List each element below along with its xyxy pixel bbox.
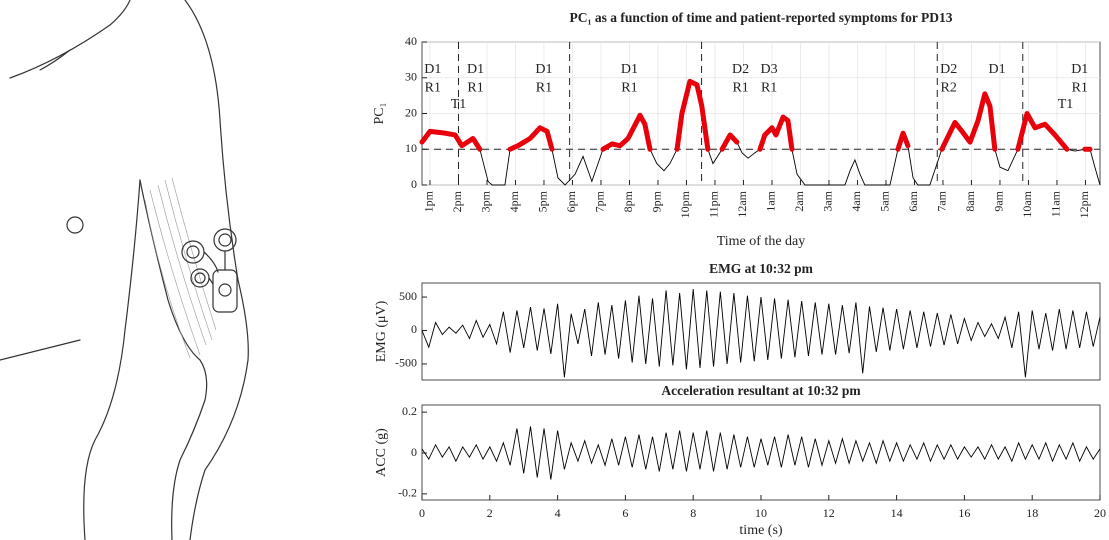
annotation: R1 bbox=[467, 80, 483, 95]
x-tick-label: 11am bbox=[1049, 190, 1063, 217]
y-tick-label: 500 bbox=[399, 289, 417, 303]
annotation: D3 bbox=[761, 62, 778, 77]
x-tick-label: 6 bbox=[622, 506, 628, 520]
annotation: D1 bbox=[535, 62, 552, 77]
x-tick-label: 2am bbox=[792, 190, 806, 211]
annotation: D1 bbox=[467, 62, 484, 77]
annotation: R1 bbox=[621, 80, 637, 95]
x-tick-label: 10am bbox=[1020, 190, 1034, 217]
annotation: R1 bbox=[536, 80, 552, 95]
x-tick-label: 9pm bbox=[650, 190, 664, 212]
muscle-lines bbox=[144, 177, 217, 359]
annotation: D2 bbox=[732, 62, 749, 77]
x-tick-label: 2pm bbox=[450, 190, 464, 212]
x-tick-label: 14 bbox=[891, 506, 903, 520]
highlight-segment bbox=[939, 91, 998, 152]
y-tick-label: 30 bbox=[405, 70, 417, 84]
annotation: R2 bbox=[940, 80, 956, 95]
y-axis-label: EMG (μV) bbox=[374, 300, 389, 362]
highlight-segment bbox=[419, 128, 483, 152]
arm-inner bbox=[139, 179, 208, 540]
y-tick-label: 0 bbox=[411, 177, 417, 191]
annotation: R1 bbox=[761, 80, 777, 95]
x-tick-label: 6am bbox=[906, 190, 920, 211]
x-tick-label: 4 bbox=[555, 506, 561, 520]
x-tick-label: 7am bbox=[935, 190, 949, 211]
x-tick-label: 5am bbox=[878, 190, 892, 211]
y-axis-label: PC₁ bbox=[372, 102, 387, 124]
chart-title: PC₁ as a function of time and patient-re… bbox=[569, 10, 952, 25]
x-tick-label: 16 bbox=[958, 506, 970, 520]
x-tick-label: 2 bbox=[487, 506, 493, 520]
x-tick-label: 9am bbox=[992, 190, 1006, 211]
x-tick-label: 10pm bbox=[678, 190, 692, 218]
sensor bbox=[181, 228, 238, 313]
x-tick-label: 3pm bbox=[479, 190, 493, 212]
highlight-segment bbox=[719, 132, 740, 152]
highlight-segment bbox=[674, 78, 711, 152]
y-tick-label: -500 bbox=[395, 356, 417, 370]
chest-line bbox=[0, 339, 81, 361]
arm-outer bbox=[184, 0, 249, 540]
x-tick-label: 0 bbox=[419, 506, 425, 520]
y-tick-label: 0 bbox=[411, 322, 417, 336]
annotation: D1 bbox=[424, 62, 441, 77]
highlight-segment bbox=[507, 125, 555, 152]
x-tick-label: 12pm bbox=[1077, 190, 1091, 218]
y-tick-label: 0 bbox=[411, 445, 417, 459]
annotation: T1 bbox=[451, 97, 467, 112]
x-tick-label: 5pm bbox=[536, 190, 550, 212]
y-tick-label: 0.2 bbox=[402, 404, 417, 418]
x-tick-label: 1am bbox=[764, 190, 778, 211]
annotation: D1 bbox=[989, 62, 1006, 77]
x-axis-label: time (s) bbox=[739, 523, 782, 538]
x-tick-label: 7pm bbox=[593, 190, 607, 212]
x-axis-label: Time of the day bbox=[717, 234, 806, 249]
annotation: D1 bbox=[1071, 62, 1088, 77]
x-tick-label: 8 bbox=[690, 506, 696, 520]
torso-side bbox=[83, 179, 141, 540]
y-axis-label: ACC (g) bbox=[374, 428, 389, 477]
annotation: R1 bbox=[732, 80, 748, 95]
chart-title: Acceleration resultant at 10:32 pm bbox=[661, 383, 861, 398]
x-tick-label: 10 bbox=[755, 506, 767, 520]
y-tick-label: 40 bbox=[405, 34, 417, 48]
x-tick-label: 4am bbox=[849, 190, 863, 211]
x-tick-label: 8am bbox=[963, 190, 977, 211]
plot-area bbox=[421, 404, 1101, 501]
x-tick-label: 12am bbox=[735, 190, 749, 217]
x-tick-label: 12 bbox=[823, 506, 835, 520]
x-tick-label: 1pm bbox=[422, 190, 436, 212]
chart-title: EMG at 10:32 pm bbox=[709, 261, 814, 276]
highlight-segment bbox=[1015, 111, 1070, 152]
y-tick-label: 10 bbox=[405, 141, 417, 155]
x-tick-label: 4pm bbox=[507, 190, 521, 212]
signal-line bbox=[421, 426, 1101, 480]
highlight-segment bbox=[600, 112, 653, 152]
annotation: D2 bbox=[940, 62, 957, 77]
annotation: R1 bbox=[425, 80, 441, 95]
y-tick-label: 20 bbox=[405, 105, 417, 119]
x-tick-label: 18 bbox=[1026, 506, 1038, 520]
x-tick-label: 20 bbox=[1094, 506, 1106, 520]
arm-illustration bbox=[0, 0, 249, 540]
x-tick-label: 8pm bbox=[621, 190, 635, 212]
annotation: R1 bbox=[1072, 80, 1088, 95]
highlight-segment bbox=[895, 130, 911, 152]
nipple bbox=[66, 216, 84, 234]
collarbone bbox=[39, 49, 71, 71]
y-tick-label: -0.2 bbox=[398, 486, 417, 500]
annotation: T1 bbox=[1058, 97, 1074, 112]
signal-line bbox=[421, 288, 1101, 378]
annotation: D1 bbox=[621, 62, 638, 77]
highlight-segment bbox=[757, 114, 795, 152]
x-tick-label: 6pm bbox=[564, 190, 578, 212]
x-tick-label: 3am bbox=[821, 190, 835, 211]
x-tick-label: 11pm bbox=[707, 190, 721, 218]
shoulder-line bbox=[9, 0, 131, 79]
